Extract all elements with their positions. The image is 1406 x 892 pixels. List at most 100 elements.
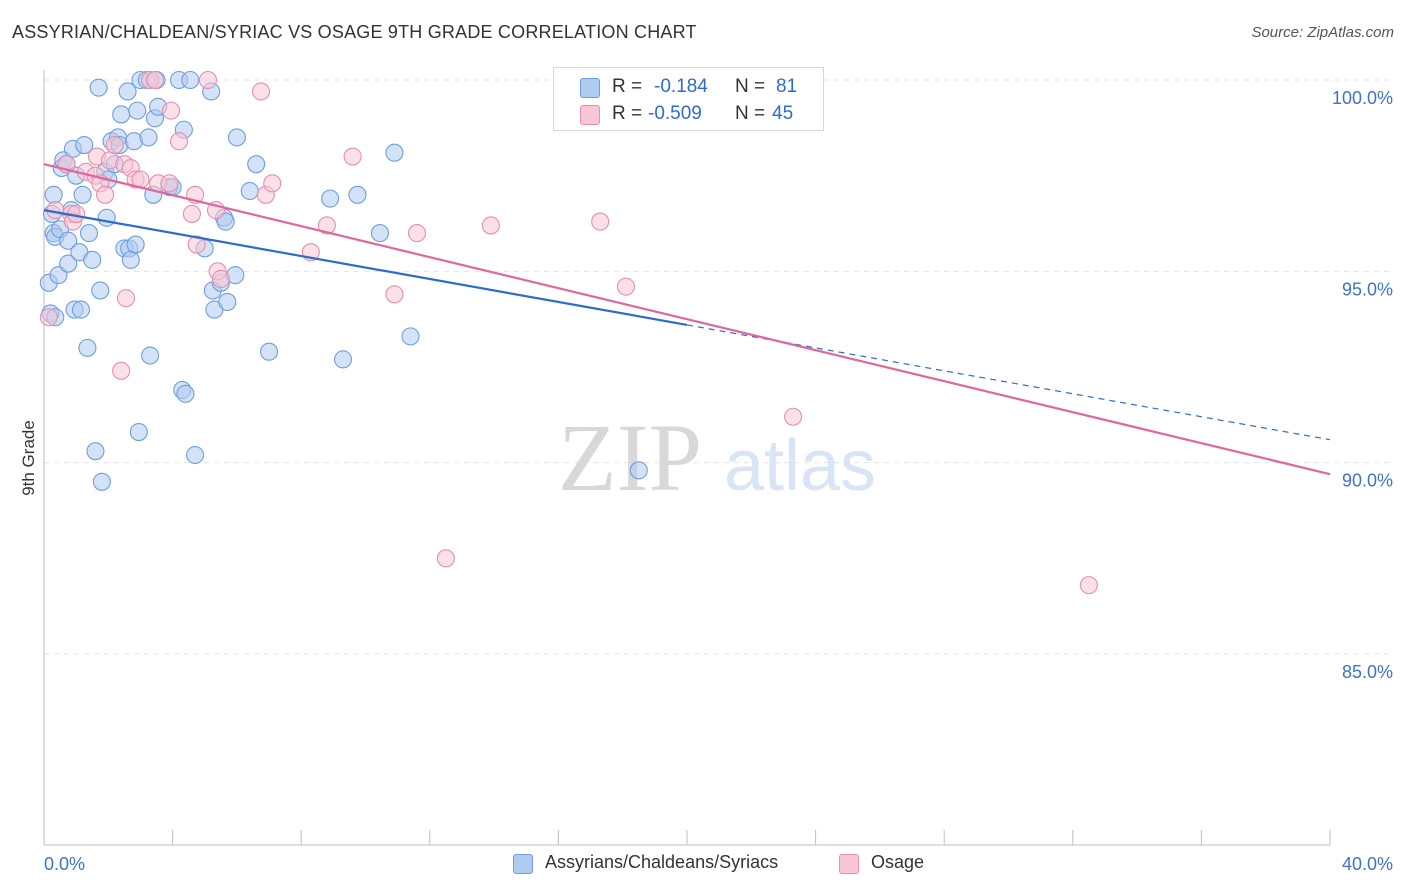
point-assyrian: [89, 78, 108, 97]
point-assyrian: [118, 82, 137, 101]
point-assyrian: [240, 181, 259, 201]
point-osage: [187, 235, 206, 254]
point-assyrian: [321, 189, 340, 208]
point-osage: [784, 407, 803, 426]
point-assyrian: [227, 128, 246, 147]
point-assyrian: [385, 143, 404, 162]
point-osage: [161, 101, 181, 120]
point-osage: [169, 132, 189, 151]
x-tick-label: 40.0%: [1342, 854, 1393, 874]
point-assyrian: [75, 136, 94, 155]
point-assyrian: [629, 461, 648, 480]
point-osage: [96, 185, 115, 204]
point-assyrian: [333, 350, 353, 369]
source-label: Source: ZipAtlas.com: [1251, 24, 1394, 41]
point-assyrian: [141, 346, 160, 365]
point-assyrian: [247, 155, 266, 174]
y-tick-label: 90.0%: [1342, 471, 1393, 491]
point-osage: [198, 70, 218, 90]
trend-line-assyrian-extension: [686, 324, 1331, 441]
legend-n-label: N =: [735, 76, 766, 97]
legend-n-value: 81: [776, 76, 798, 97]
point-assyrian: [71, 300, 91, 319]
point-osage: [407, 224, 426, 243]
legend-row-assyrian: R = -0.184 N = 81: [554, 74, 823, 100]
grid-lines: [44, 79, 1394, 655]
point-osage: [1079, 576, 1098, 595]
stats-legend: R = -0.184 N = 81 R = -0.509 N = 45: [553, 67, 824, 131]
point-osage: [39, 308, 58, 327]
point-osage: [317, 216, 336, 235]
legend-r-value: -0.184: [654, 76, 708, 97]
legend-n-value: 45: [772, 103, 794, 124]
point-osage: [105, 136, 124, 155]
trend-line-assyrian: [43, 209, 688, 326]
point-assyrian: [176, 384, 195, 403]
point-assyrian: [126, 235, 145, 254]
point-assyrian: [112, 105, 131, 124]
point-assyrian: [348, 185, 367, 204]
legend-r-label: R =: [612, 103, 643, 124]
point-osage: [182, 204, 201, 223]
point-osage: [112, 361, 131, 380]
legend-r-value: -0.509: [648, 103, 702, 124]
point-assyrian: [83, 250, 102, 269]
point-assyrian: [181, 70, 200, 90]
point-osage: [385, 285, 404, 304]
y-tick-label: 100.0%: [1332, 88, 1393, 108]
point-assyrian: [97, 208, 116, 227]
point-assyrian: [128, 101, 147, 120]
legend-swatch-osage: [580, 105, 600, 125]
point-assyrian: [59, 231, 78, 250]
axes: [43, 70, 1331, 846]
point-assyrian: [86, 442, 105, 461]
trend-lines: [43, 163, 1331, 476]
legend-row-osage: R = -0.509 N = 45: [554, 101, 823, 127]
legend-n-label: N =: [735, 103, 766, 124]
point-osage: [145, 70, 164, 90]
point-assyrian: [186, 445, 205, 465]
point-assyrian: [370, 224, 390, 243]
point-osage: [616, 277, 635, 296]
legend-r-label: R =: [612, 76, 643, 97]
bottom-legend-label: Assyrians/Chaldeans/Syriacs: [545, 852, 779, 872]
legend-swatch-assyrian: [580, 78, 600, 98]
point-assyrian: [92, 472, 111, 491]
watermark-atlas: atlas: [724, 426, 876, 506]
point-assyrian: [91, 281, 110, 300]
data-points: [39, 70, 1098, 595]
y-tick-label: 85.0%: [1342, 662, 1393, 682]
bottom-legend-swatch-assyrian: [513, 854, 533, 874]
bottom-legend-swatch-osage: [839, 854, 859, 874]
point-assyrian: [259, 342, 279, 361]
chart-title: ASSYRIAN/CHALDEAN/SYRIAC VS OSAGE 9TH GR…: [12, 22, 697, 42]
point-assyrian: [44, 185, 63, 204]
point-osage: [591, 212, 610, 231]
point-assyrian: [79, 224, 99, 243]
point-osage: [251, 82, 271, 101]
point-osage: [481, 216, 500, 235]
watermark: ZIP atlas: [558, 404, 876, 511]
point-assyrian: [129, 423, 148, 442]
axis-labels: 85.0% 90.0% 95.0% 100.0% 0.0% 40.0% 9th Grade: [19, 88, 1393, 874]
point-assyrian: [139, 128, 158, 147]
watermark-zip: ZIP: [558, 404, 702, 511]
y-tick-label: 95.0%: [1342, 279, 1393, 299]
point-assyrian: [78, 338, 97, 357]
trend-line-osage: [43, 163, 1331, 476]
bottom-legend-label: Osage: [871, 852, 925, 872]
point-assyrian: [59, 254, 78, 273]
point-assyrian: [218, 292, 237, 311]
point-osage: [263, 174, 282, 193]
point-assyrian: [121, 250, 140, 269]
point-assyrian: [73, 185, 92, 204]
point-osage: [436, 549, 455, 568]
point-osage: [160, 174, 179, 193]
point-osage: [343, 147, 362, 166]
point-osage: [116, 289, 136, 308]
point-assyrian: [401, 327, 420, 346]
y-axis-label: 9th Grade: [19, 420, 38, 496]
point-osage: [211, 269, 230, 289]
x-tick-label: 0.0%: [44, 854, 85, 874]
